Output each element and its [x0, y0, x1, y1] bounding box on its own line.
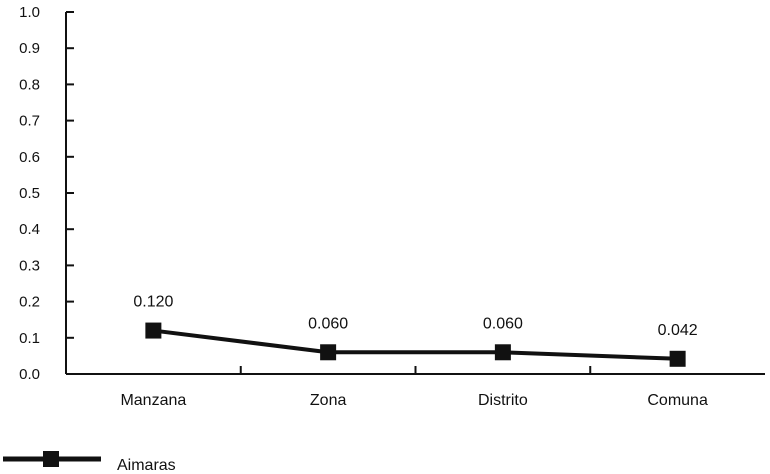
y-tick-label: 0.6 — [19, 149, 40, 166]
y-tick-label: 0.2 — [19, 294, 40, 311]
series-line — [153, 328, 678, 361]
y-tick-label: 0.0 — [19, 366, 40, 383]
legend-label: Aimaras — [117, 457, 176, 474]
legend-marker — [43, 451, 59, 467]
y-tick-label: 0.9 — [19, 40, 40, 57]
axes — [65, 12, 765, 375]
series-aimaras — [145, 322, 686, 367]
data-label: 0.120 — [133, 294, 173, 311]
data-label: 0.042 — [658, 322, 698, 339]
y-tick-label: 0.3 — [19, 257, 40, 274]
y-tick-label: 0.4 — [19, 221, 40, 238]
y-tick-label: 0.5 — [19, 185, 40, 202]
x-tick-label: Distrito — [478, 392, 528, 409]
data-labels: 0.120 0.060 0.060 0.042 — [133, 294, 697, 339]
data-point — [320, 344, 337, 361]
data-label: 0.060 — [483, 315, 523, 332]
x-tick-label: Comuna — [647, 392, 708, 409]
data-label: 0.060 — [308, 315, 348, 332]
y-tick-label: 0.7 — [19, 113, 40, 130]
legend: Aimaras — [3, 451, 176, 474]
x-tick-label: Zona — [310, 392, 347, 409]
x-axis-ticks: Manzana Zona Distrito Comuna — [120, 366, 708, 409]
data-point — [669, 350, 686, 367]
y-tick-label: 0.8 — [19, 76, 40, 93]
x-tick-label: Manzana — [120, 392, 186, 409]
data-point — [145, 322, 162, 339]
data-point — [494, 344, 511, 361]
y-tick-label: 1.0 — [19, 4, 40, 21]
y-axis-ticks: 0.0 0.1 0.2 0.3 0.4 0.5 0.6 0.7 0.8 0.9 1.0 — [19, 4, 74, 383]
y-tick-label: 0.1 — [19, 330, 40, 347]
